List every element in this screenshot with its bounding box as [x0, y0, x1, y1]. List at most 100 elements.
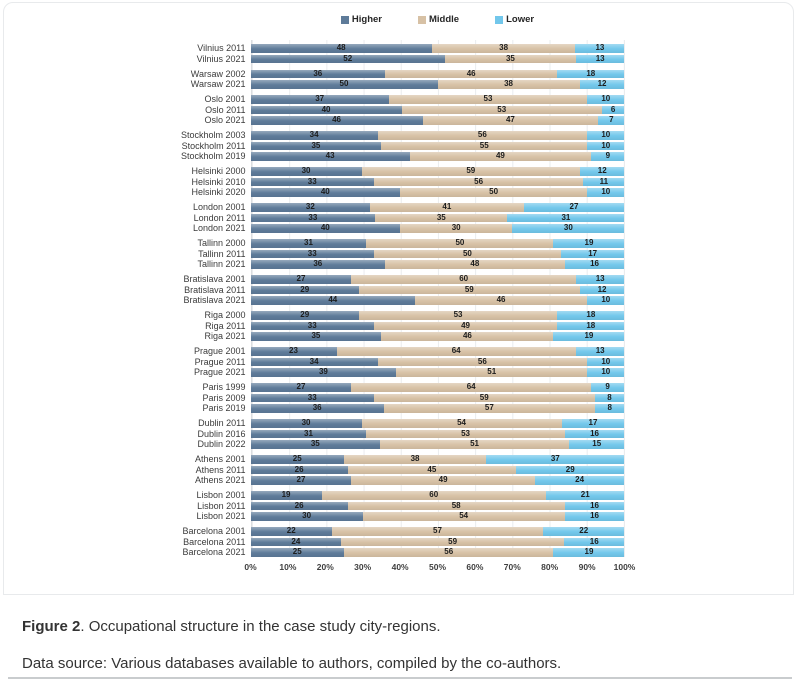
stacked-bar: 29 59 12	[250, 285, 625, 295]
data-source-text: Data source: Various databases available…	[22, 655, 562, 672]
chart-row-bratislava-2001: Bratislava 2001 27 60 13	[173, 275, 625, 284]
stacked-bar: 30 54 16	[250, 512, 625, 521]
chart-row-lisbon-2021: Lisbon 2021 30 54 16	[173, 512, 625, 521]
segment-lower: 10	[587, 131, 625, 140]
row-label: Helsinki 2010	[191, 176, 246, 187]
segment-lower: 18	[557, 321, 625, 331]
segment-lower: 6	[601, 105, 625, 115]
segment-higher: 33	[250, 393, 374, 403]
segment-higher: 33	[250, 249, 374, 259]
segment-middle: 49	[409, 152, 592, 161]
segment-higher: 36	[250, 260, 386, 269]
segment-lower: 10	[587, 95, 625, 104]
segment-higher: 33	[250, 321, 374, 331]
chart-row-oslo-2001: Oslo 2001 37 53 10	[173, 95, 625, 104]
row-label: Bratislava 2021	[183, 295, 246, 305]
segment-middle: 48	[385, 260, 565, 269]
city-group-lisbon: Lisbon 2001 19 60 21 Lisbon 2011 26 58 16 Lisbon…	[173, 491, 625, 521]
figure-caption-label: Figure 2	[22, 618, 81, 635]
row-label: Stockholm 2019	[180, 151, 246, 161]
legend-item-middle: Middle	[418, 14, 459, 25]
row-label: Barcelona 2011	[183, 536, 246, 547]
chart-row-prague-2001: Prague 2001 23 64 13	[173, 347, 625, 356]
segment-higher: 31	[250, 429, 367, 439]
segment-lower: 19	[553, 239, 625, 248]
segment-lower: 8	[594, 404, 625, 413]
chart-row-dublin-2016: Dublin 2016 31 53 16	[173, 429, 625, 439]
row-label: Helsinki 2000	[191, 166, 246, 176]
segment-higher: 34	[250, 131, 378, 140]
segment-higher: 40	[250, 224, 401, 233]
row-label: Lisbon 2021	[196, 511, 246, 521]
x-tick-100pct: 100%	[613, 562, 636, 572]
plot-rows: Vilnius 2011 48 38 13 Vilnius 2021 52 35 13 Wars…	[173, 40, 625, 557]
chart-row-london-2021: London 2021 40 30 30	[173, 224, 625, 233]
segment-middle: 38	[437, 80, 580, 89]
city-group-oslo: Oslo 2001 37 53 10 Oslo 2011 40 53 6 Oslo 2021 46…	[173, 95, 625, 125]
chart-row-riga-2021: Riga 2021 35 46 19	[173, 332, 625, 341]
stacked-bar: 36 48 16	[250, 260, 625, 269]
row-label: London 2011	[193, 212, 246, 223]
segment-higher: 25	[250, 455, 344, 464]
chart-row-helsinki-2000: Helsinki 2000 30 59 12	[173, 167, 625, 176]
row-label: Athens 2001	[194, 454, 246, 464]
segment-middle: 46	[415, 296, 588, 305]
figure-caption-text: . Occupational structure in the case stu…	[80, 618, 441, 635]
segment-middle: 53	[366, 429, 565, 439]
row-label: Athens 2011	[195, 464, 246, 475]
stacked-bar: 19 60 21	[250, 491, 625, 500]
segment-lower: 19	[553, 332, 625, 341]
row-label: Paris 2009	[202, 392, 246, 403]
x-tick-20pct: 20%	[316, 562, 334, 572]
row-label: Bratislava 2001	[183, 274, 246, 284]
segment-lower: 12	[580, 167, 625, 176]
segment-higher: 43	[250, 152, 410, 161]
segment-middle: 41	[370, 203, 524, 212]
chart-row-riga-2011: Riga 2011 33 49 18	[173, 320, 625, 331]
stacked-bar: 32 41 27	[250, 203, 625, 212]
chart-row-tallinn-2021: Tallinn 2021 36 48 16	[173, 260, 625, 269]
stacked-bar: 36 57 8	[250, 404, 625, 413]
segment-middle: 50	[366, 239, 554, 248]
x-tick-0pct: 0%	[244, 562, 257, 572]
legend-swatch-middle	[418, 15, 426, 24]
segment-higher: 33	[250, 213, 376, 223]
segment-lower: 16	[564, 501, 625, 511]
chart-row-stockholm-2011: Stockholm 2011 35 55 10	[173, 141, 625, 151]
row-label: Prague 2011	[194, 356, 246, 367]
legend-swatch-lower	[495, 15, 504, 24]
data-source-note: Data source: Various databases available…	[22, 655, 561, 672]
segment-middle: 50	[373, 249, 561, 259]
row-label: Barcelona 2021	[182, 547, 246, 557]
figure-card: Higher Middle Lower Vilnius 2011 48 38 13 Viln…	[3, 2, 794, 595]
chart-row-tallinn-2000: Tallinn 2000 31 50 19	[173, 239, 625, 248]
segment-lower: 18	[557, 311, 625, 320]
stacked-bar: 27 64 9	[250, 383, 625, 392]
stacked-bar: 22 57 22	[250, 527, 625, 536]
stacked-bar: 35 55 10	[250, 141, 625, 151]
segment-higher: 31	[250, 239, 367, 248]
stacked-bar: 39 51 10	[250, 368, 625, 377]
chart-row-lisbon-2011: Lisbon 2011 26 58 16	[173, 501, 625, 511]
stacked-bar: 34 56 10	[250, 357, 625, 367]
segment-higher: 24	[250, 537, 342, 547]
stacked-bar: 50 38 12	[250, 80, 625, 89]
row-label: Tallinn 2011	[198, 248, 246, 259]
chart-row-london-2011: London 2011 33 35 31	[173, 212, 625, 223]
segment-higher: 50	[250, 80, 438, 89]
chart-row-prague-2021: Prague 2021 39 51 10	[173, 368, 625, 377]
row-label: Athens 2021	[194, 475, 246, 485]
segment-higher: 33	[250, 177, 374, 187]
row-label: Riga 2011	[205, 320, 246, 331]
chart-row-helsinki-2020: Helsinki 2020 40 50 10	[173, 188, 625, 197]
segment-middle: 59	[358, 285, 580, 295]
row-label: Oslo 2011	[205, 104, 246, 115]
segment-higher: 39	[250, 368, 397, 377]
chart-row-helsinki-2010: Helsinki 2010 33 56 11	[173, 176, 625, 187]
city-group-helsinki: Helsinki 2000 30 59 12 Helsinki 2010 33 56 11 He…	[173, 167, 625, 197]
stacked-bar: 52 35 13	[250, 54, 625, 64]
row-label: Helsinki 2020	[191, 187, 246, 197]
segment-middle: 46	[381, 332, 554, 341]
segment-lower: 10	[587, 368, 625, 377]
segment-middle: 54	[361, 419, 562, 428]
